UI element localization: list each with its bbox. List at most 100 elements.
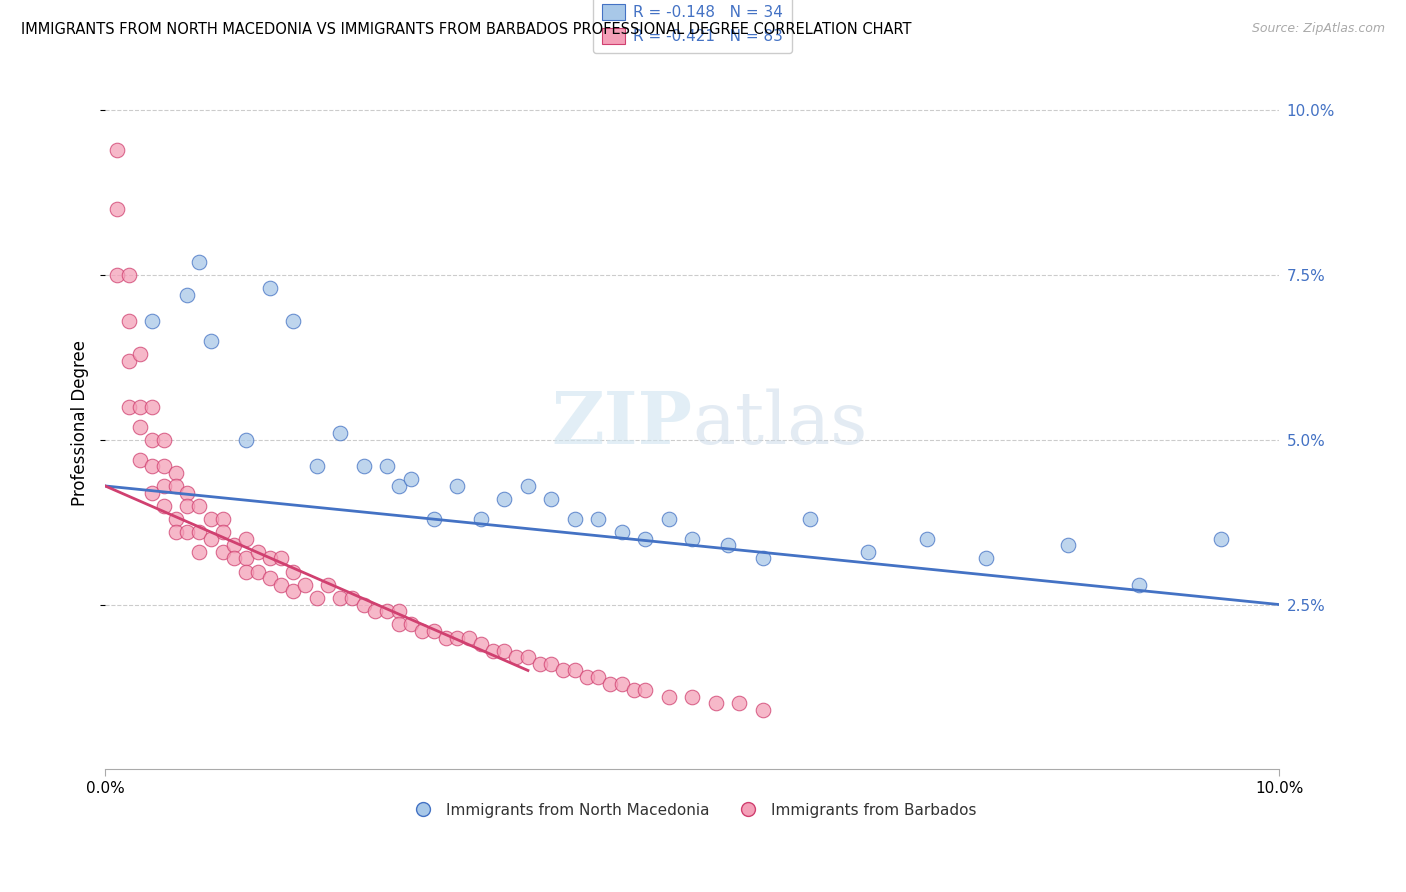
Point: [434, 631, 457, 645]
Point: [105, 268, 128, 282]
Point: [564, 512, 586, 526]
Point: [118, 314, 141, 328]
Text: ZIP: ZIP: [551, 388, 692, 458]
Point: [118, 268, 141, 282]
Point: [153, 479, 176, 493]
Point: [235, 433, 257, 447]
Point: [329, 591, 352, 605]
Point: [281, 314, 304, 328]
Point: [105, 202, 128, 217]
Point: [188, 255, 211, 269]
Point: [728, 697, 751, 711]
Text: IMMIGRANTS FROM NORTH MACEDONIA VS IMMIGRANTS FROM BARBADOS PROFESSIONAL DEGREE : IMMIGRANTS FROM NORTH MACEDONIA VS IMMIG…: [21, 22, 911, 37]
Point: [340, 591, 363, 605]
Point: [129, 347, 152, 361]
Point: [141, 314, 163, 328]
Point: [540, 492, 562, 507]
Point: [658, 512, 681, 526]
Point: [318, 578, 340, 592]
Point: [211, 512, 233, 526]
Point: [446, 631, 468, 645]
Point: [235, 551, 257, 566]
Point: [564, 664, 586, 678]
Point: [423, 624, 446, 638]
Point: [364, 604, 387, 618]
Point: [634, 683, 657, 698]
Point: [575, 670, 598, 684]
Point: [224, 538, 246, 552]
Point: [211, 525, 233, 540]
Point: [1057, 538, 1080, 552]
Point: [176, 485, 198, 500]
Point: [516, 479, 538, 493]
Point: [165, 479, 187, 493]
Point: [505, 650, 527, 665]
Point: [799, 512, 821, 526]
Point: [553, 664, 575, 678]
Point: [610, 525, 633, 540]
Point: [129, 400, 152, 414]
Point: [153, 459, 176, 474]
Point: [329, 426, 352, 441]
Point: [188, 545, 211, 559]
Point: [141, 433, 163, 447]
Point: [399, 472, 422, 486]
Point: [375, 459, 398, 474]
Point: [681, 532, 703, 546]
Point: [423, 512, 446, 526]
Point: [446, 479, 468, 493]
Point: [458, 631, 481, 645]
Point: [270, 578, 292, 592]
Text: atlas: atlas: [692, 388, 868, 458]
Legend: Immigrants from North Macedonia, Immigrants from Barbados: Immigrants from North Macedonia, Immigra…: [402, 797, 983, 824]
Point: [353, 459, 375, 474]
Point: [235, 565, 257, 579]
Point: [658, 690, 681, 704]
Point: [200, 334, 222, 348]
Point: [411, 624, 433, 638]
Point: [1128, 578, 1150, 592]
Point: [305, 591, 328, 605]
Point: [634, 532, 657, 546]
Point: [176, 525, 198, 540]
Text: Source: ZipAtlas.com: Source: ZipAtlas.com: [1251, 22, 1385, 36]
Point: [259, 571, 281, 585]
Point: [224, 551, 246, 566]
Point: [353, 598, 375, 612]
Point: [165, 466, 187, 480]
Point: [188, 525, 211, 540]
Point: [153, 433, 176, 447]
Point: [716, 538, 738, 552]
Point: [165, 512, 187, 526]
Point: [974, 551, 997, 566]
Point: [1209, 532, 1232, 546]
Point: [118, 400, 141, 414]
Point: [165, 525, 187, 540]
Point: [259, 551, 281, 566]
Point: [388, 479, 411, 493]
Point: [399, 617, 422, 632]
Point: [858, 545, 880, 559]
Point: [481, 643, 503, 657]
Point: [752, 551, 775, 566]
Point: [153, 499, 176, 513]
Point: [294, 578, 316, 592]
Point: [704, 697, 727, 711]
Point: [610, 676, 633, 690]
Point: [588, 670, 610, 684]
Point: [305, 459, 328, 474]
Point: [915, 532, 938, 546]
Point: [141, 400, 163, 414]
Point: [623, 683, 645, 698]
Y-axis label: Professional Degree: Professional Degree: [72, 341, 89, 507]
Point: [588, 512, 610, 526]
Point: [246, 545, 269, 559]
Point: [281, 584, 304, 599]
Point: [270, 551, 292, 566]
Point: [176, 499, 198, 513]
Point: [494, 643, 516, 657]
Point: [141, 485, 163, 500]
Point: [235, 532, 257, 546]
Point: [540, 657, 562, 671]
Point: [494, 492, 516, 507]
